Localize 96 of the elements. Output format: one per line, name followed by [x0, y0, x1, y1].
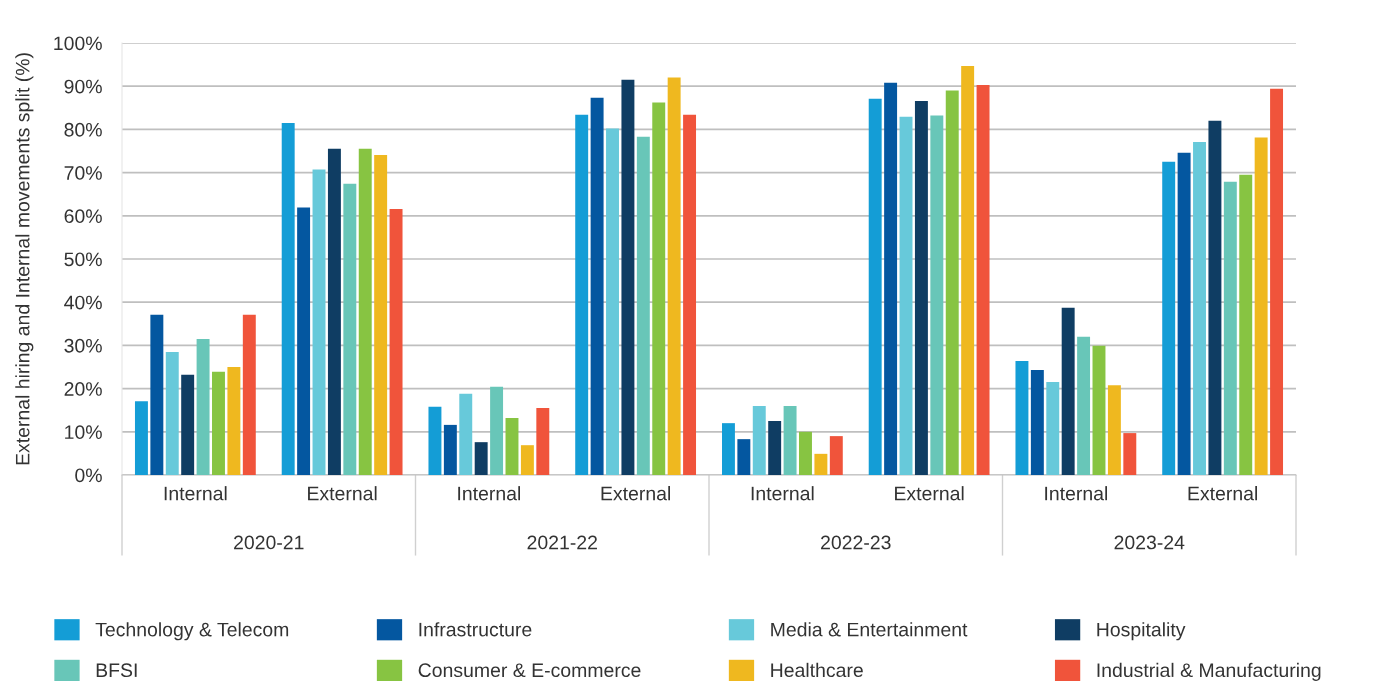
bar — [814, 453, 828, 475]
bar — [667, 77, 681, 475]
bar — [976, 84, 990, 475]
legend-label: BFSI — [96, 663, 137, 678]
bar — [312, 169, 326, 475]
bar — [134, 401, 148, 475]
text: 2023-24 — [1114, 535, 1185, 550]
legend-label: Media & Entertainment — [771, 622, 968, 637]
x-tick-label: External — [895, 486, 964, 501]
bar — [621, 79, 635, 475]
bar — [799, 431, 812, 475]
bar — [884, 82, 898, 475]
y-tick-label: 0% — [75, 468, 102, 483]
bar — [1123, 433, 1137, 475]
text: 2022-23 — [821, 535, 891, 550]
bar — [459, 393, 473, 475]
y-tick-label: 20% — [64, 382, 102, 396]
bar — [1208, 120, 1222, 475]
bar — [150, 314, 164, 475]
legend-label: Healthcare — [771, 662, 863, 678]
bar — [196, 338, 210, 475]
legend-label: Consumer & E-commerce — [418, 663, 641, 678]
y-tick-label: 50% — [64, 252, 102, 267]
bar — [1193, 141, 1206, 475]
x-tick-label: Internal — [751, 486, 814, 501]
bar — [1254, 137, 1268, 475]
x-tick-label: Internal — [458, 486, 521, 501]
bar — [1092, 345, 1106, 475]
bar — [768, 421, 782, 475]
text: 2021-22 — [527, 535, 597, 550]
y-tick-label: 70% — [64, 166, 102, 180]
y-axis-title: External hiring and Internal movements split (%) — [15, 53, 34, 465]
bar — [899, 116, 913, 475]
bar — [281, 122, 295, 475]
bar — [829, 436, 843, 475]
legend-label: Industrial & Manufacturing — [1097, 662, 1321, 681]
bar — [1046, 382, 1060, 475]
bar — [868, 98, 882, 475]
x-tick-label: External — [601, 486, 670, 501]
bar — [1223, 181, 1237, 475]
y-tick-label: 40% — [64, 295, 102, 310]
bar — [1162, 161, 1176, 475]
bar — [358, 148, 372, 475]
y-tick-label: 100% — [54, 36, 102, 51]
legend-label: Hospitality — [1097, 622, 1186, 641]
bar — [1239, 174, 1253, 475]
bar — [428, 406, 442, 475]
bar — [505, 417, 519, 475]
bar — [520, 445, 534, 475]
bar — [1015, 360, 1029, 475]
bar — [443, 424, 457, 475]
bar — [1270, 88, 1284, 475]
x-tick-label: Internal — [164, 486, 227, 501]
y-tick-label: 90% — [64, 79, 102, 94]
bar — [737, 439, 751, 475]
bar — [930, 115, 944, 475]
bar — [1177, 152, 1191, 475]
bar — [227, 367, 241, 475]
legend-label: Technology & Telecom — [95, 622, 289, 641]
bar — [181, 374, 195, 475]
x-tick-label: External — [1188, 486, 1257, 501]
bar — [212, 371, 225, 475]
bar — [590, 97, 604, 475]
y-tick-label: 10% — [65, 425, 102, 440]
bar — [575, 114, 589, 475]
bar — [474, 442, 488, 475]
text: 2020-21 — [234, 535, 304, 550]
legend-label: Infrastructure — [419, 622, 532, 637]
bar — [165, 351, 179, 475]
x-tick-label: Internal — [1045, 486, 1108, 501]
bar — [1077, 336, 1091, 475]
bar — [536, 408, 550, 475]
bar — [961, 65, 975, 475]
y-tick-label: 30% — [64, 338, 102, 353]
bar — [783, 405, 797, 475]
bar — [389, 208, 403, 475]
bar — [374, 154, 388, 475]
x-tick-label: External — [308, 486, 377, 501]
bar — [652, 102, 666, 475]
bar — [606, 128, 619, 475]
bar — [1061, 307, 1075, 475]
bar — [343, 183, 357, 475]
bar — [636, 136, 650, 475]
y-tick-label: 60% — [64, 209, 102, 224]
bar — [297, 207, 311, 475]
y-tick-label: 80% — [64, 122, 102, 137]
bar — [945, 90, 959, 475]
bar — [752, 405, 766, 475]
bar — [1107, 385, 1121, 475]
bar — [683, 114, 697, 475]
bar — [242, 314, 256, 475]
bar — [1030, 370, 1044, 475]
bar — [490, 386, 504, 475]
bar — [914, 100, 928, 475]
bar — [721, 423, 735, 475]
bar — [327, 148, 341, 475]
